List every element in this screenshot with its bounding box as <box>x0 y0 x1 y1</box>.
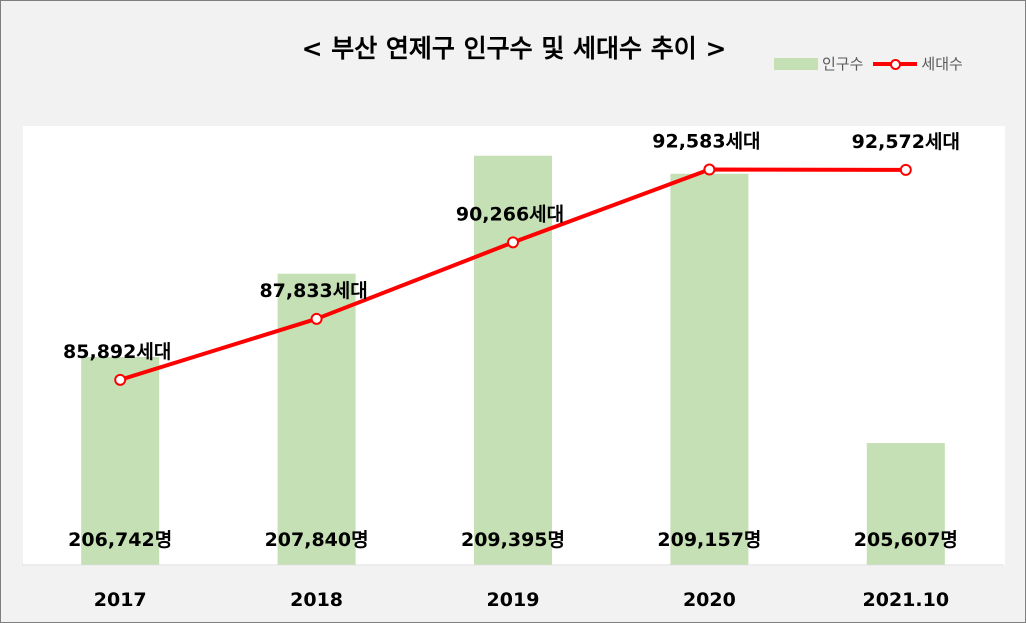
population-label-2021.10: 205,607명 <box>854 529 958 551</box>
population-label-2019: 209,395명 <box>461 529 565 551</box>
households-label-2020: 92,583세대 <box>652 131 760 153</box>
households-label-2021.10: 92,572세대 <box>852 131 960 153</box>
households-label-2017: 85,892세대 <box>63 341 171 363</box>
x-tick-label-2020: 2020 <box>683 589 736 611</box>
population-label-2018: 207,840명 <box>265 529 369 551</box>
x-tick-label-2017: 2017 <box>94 589 147 611</box>
households-point-2017 <box>115 375 125 385</box>
x-tick-label-2021.10: 2021.10 <box>863 589 950 611</box>
population-label-2020: 209,157명 <box>657 529 761 551</box>
households-label-2018: 87,833세대 <box>259 280 367 302</box>
households-point-2019 <box>508 237 518 247</box>
households-label-2019: 90,266세대 <box>456 203 564 225</box>
x-tick-label-2018: 2018 <box>290 589 343 611</box>
households-point-2020 <box>704 165 714 175</box>
x-tick-label-2019: 2019 <box>487 589 540 611</box>
households-point-2021.10 <box>901 165 911 175</box>
households-point-2018 <box>312 314 322 324</box>
bar-2020 <box>670 174 748 565</box>
population-label-2017: 206,742명 <box>68 529 172 551</box>
